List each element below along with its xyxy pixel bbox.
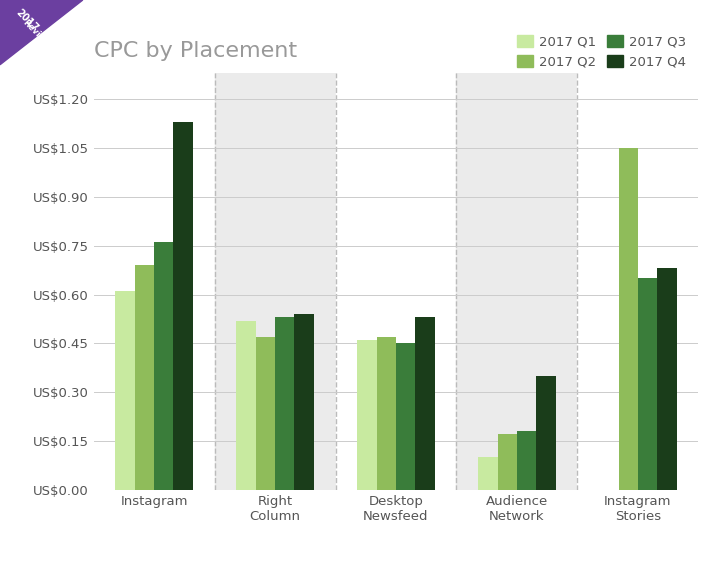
Bar: [294, 314, 314, 490]
Bar: [377, 337, 396, 490]
Bar: [478, 457, 498, 490]
Bar: [638, 278, 657, 490]
Bar: [657, 269, 677, 490]
Bar: [415, 318, 435, 490]
Bar: [536, 376, 556, 490]
Bar: [154, 243, 174, 490]
Bar: [275, 318, 294, 490]
Bar: [256, 337, 275, 490]
Bar: [577, 73, 698, 490]
Bar: [396, 343, 415, 490]
Bar: [115, 291, 135, 490]
Bar: [94, 73, 215, 490]
Text: 2017: 2017: [14, 8, 40, 34]
Bar: [517, 431, 536, 490]
Text: Review: Review: [21, 18, 51, 48]
Bar: [236, 320, 256, 490]
Legend: 2017 Q1, 2017 Q2, 2017 Q3, 2017 Q4: 2017 Q1, 2017 Q2, 2017 Q3, 2017 Q4: [512, 30, 692, 74]
Bar: [336, 73, 456, 490]
Bar: [357, 340, 377, 490]
Bar: [498, 435, 517, 490]
Text: CPC by Placement: CPC by Placement: [94, 41, 297, 61]
Bar: [215, 73, 336, 490]
Bar: [174, 122, 193, 490]
Bar: [135, 265, 154, 490]
Bar: [456, 73, 577, 490]
Bar: [618, 148, 638, 490]
